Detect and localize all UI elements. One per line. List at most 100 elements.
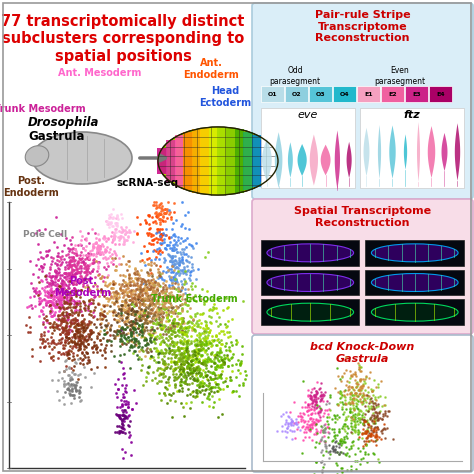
Point xyxy=(170,316,178,323)
Point xyxy=(319,392,327,400)
Point xyxy=(78,317,86,324)
Point xyxy=(211,383,219,391)
Point xyxy=(186,390,194,398)
Point xyxy=(70,343,77,350)
Point xyxy=(71,271,78,278)
Point xyxy=(162,294,169,302)
Point xyxy=(168,350,176,358)
Point xyxy=(59,284,66,292)
Point xyxy=(166,364,174,372)
Point xyxy=(147,276,155,284)
Point xyxy=(118,301,126,309)
Point xyxy=(137,306,145,313)
Point xyxy=(119,408,127,415)
Point xyxy=(222,294,230,302)
Point xyxy=(151,311,158,319)
Point xyxy=(146,337,154,344)
Point xyxy=(303,407,311,415)
Point xyxy=(197,345,204,353)
Point xyxy=(145,279,153,287)
Bar xyxy=(174,135,184,187)
Point xyxy=(172,256,179,264)
Point xyxy=(87,326,94,333)
Point xyxy=(187,253,194,261)
Point xyxy=(151,328,159,336)
Point xyxy=(67,374,74,382)
Point xyxy=(138,300,146,308)
Point xyxy=(206,305,214,312)
Point xyxy=(159,203,166,210)
Point xyxy=(125,287,133,294)
Bar xyxy=(201,128,210,194)
Point xyxy=(118,406,126,414)
Point xyxy=(190,356,198,363)
Point xyxy=(161,281,169,289)
Point xyxy=(314,417,322,425)
Point xyxy=(167,288,174,295)
Point xyxy=(214,362,221,369)
Point xyxy=(76,255,83,263)
Point xyxy=(130,311,137,319)
Point xyxy=(165,298,173,306)
Point xyxy=(73,386,80,394)
Point xyxy=(62,333,70,341)
Point xyxy=(35,273,42,281)
Point xyxy=(321,424,328,432)
Point xyxy=(72,330,79,337)
Polygon shape xyxy=(428,126,435,178)
Point xyxy=(368,387,375,394)
Point xyxy=(146,318,154,326)
Point xyxy=(346,408,354,416)
Point xyxy=(84,229,92,237)
Point xyxy=(164,296,172,304)
Point xyxy=(130,324,138,331)
Point xyxy=(142,286,150,294)
Point xyxy=(156,319,164,326)
Point xyxy=(164,313,171,321)
Point xyxy=(147,283,155,291)
Point xyxy=(384,407,392,415)
Point xyxy=(140,309,148,317)
Point xyxy=(161,360,169,367)
Point xyxy=(160,321,167,328)
Point xyxy=(72,309,79,316)
Point xyxy=(161,298,169,306)
Point xyxy=(333,415,341,422)
Point xyxy=(79,245,86,252)
Point xyxy=(201,379,208,387)
Point xyxy=(169,342,177,350)
Point xyxy=(359,410,367,417)
Point xyxy=(373,412,381,419)
Point xyxy=(80,299,88,306)
Point xyxy=(104,297,111,305)
Point xyxy=(62,287,70,294)
Point xyxy=(63,313,70,320)
Point xyxy=(93,333,100,340)
Point xyxy=(202,297,210,305)
Point xyxy=(71,256,79,264)
Point xyxy=(120,417,128,425)
Point xyxy=(53,286,61,294)
Point xyxy=(60,380,68,388)
Point xyxy=(310,430,318,438)
Point xyxy=(176,378,183,386)
Point xyxy=(66,310,73,318)
Point xyxy=(42,300,49,307)
Point xyxy=(351,413,359,421)
Point xyxy=(61,323,69,331)
Point xyxy=(288,418,296,425)
Point xyxy=(81,352,88,359)
Point xyxy=(75,325,82,333)
Point xyxy=(167,293,175,301)
Point xyxy=(63,275,70,283)
Point xyxy=(374,425,382,432)
Point xyxy=(171,280,179,287)
Point xyxy=(158,337,166,344)
Point xyxy=(212,317,220,325)
Point xyxy=(141,334,148,342)
Point xyxy=(144,285,151,292)
Point xyxy=(87,335,94,343)
Point xyxy=(75,340,83,348)
Point xyxy=(102,237,110,245)
Point xyxy=(111,292,118,300)
